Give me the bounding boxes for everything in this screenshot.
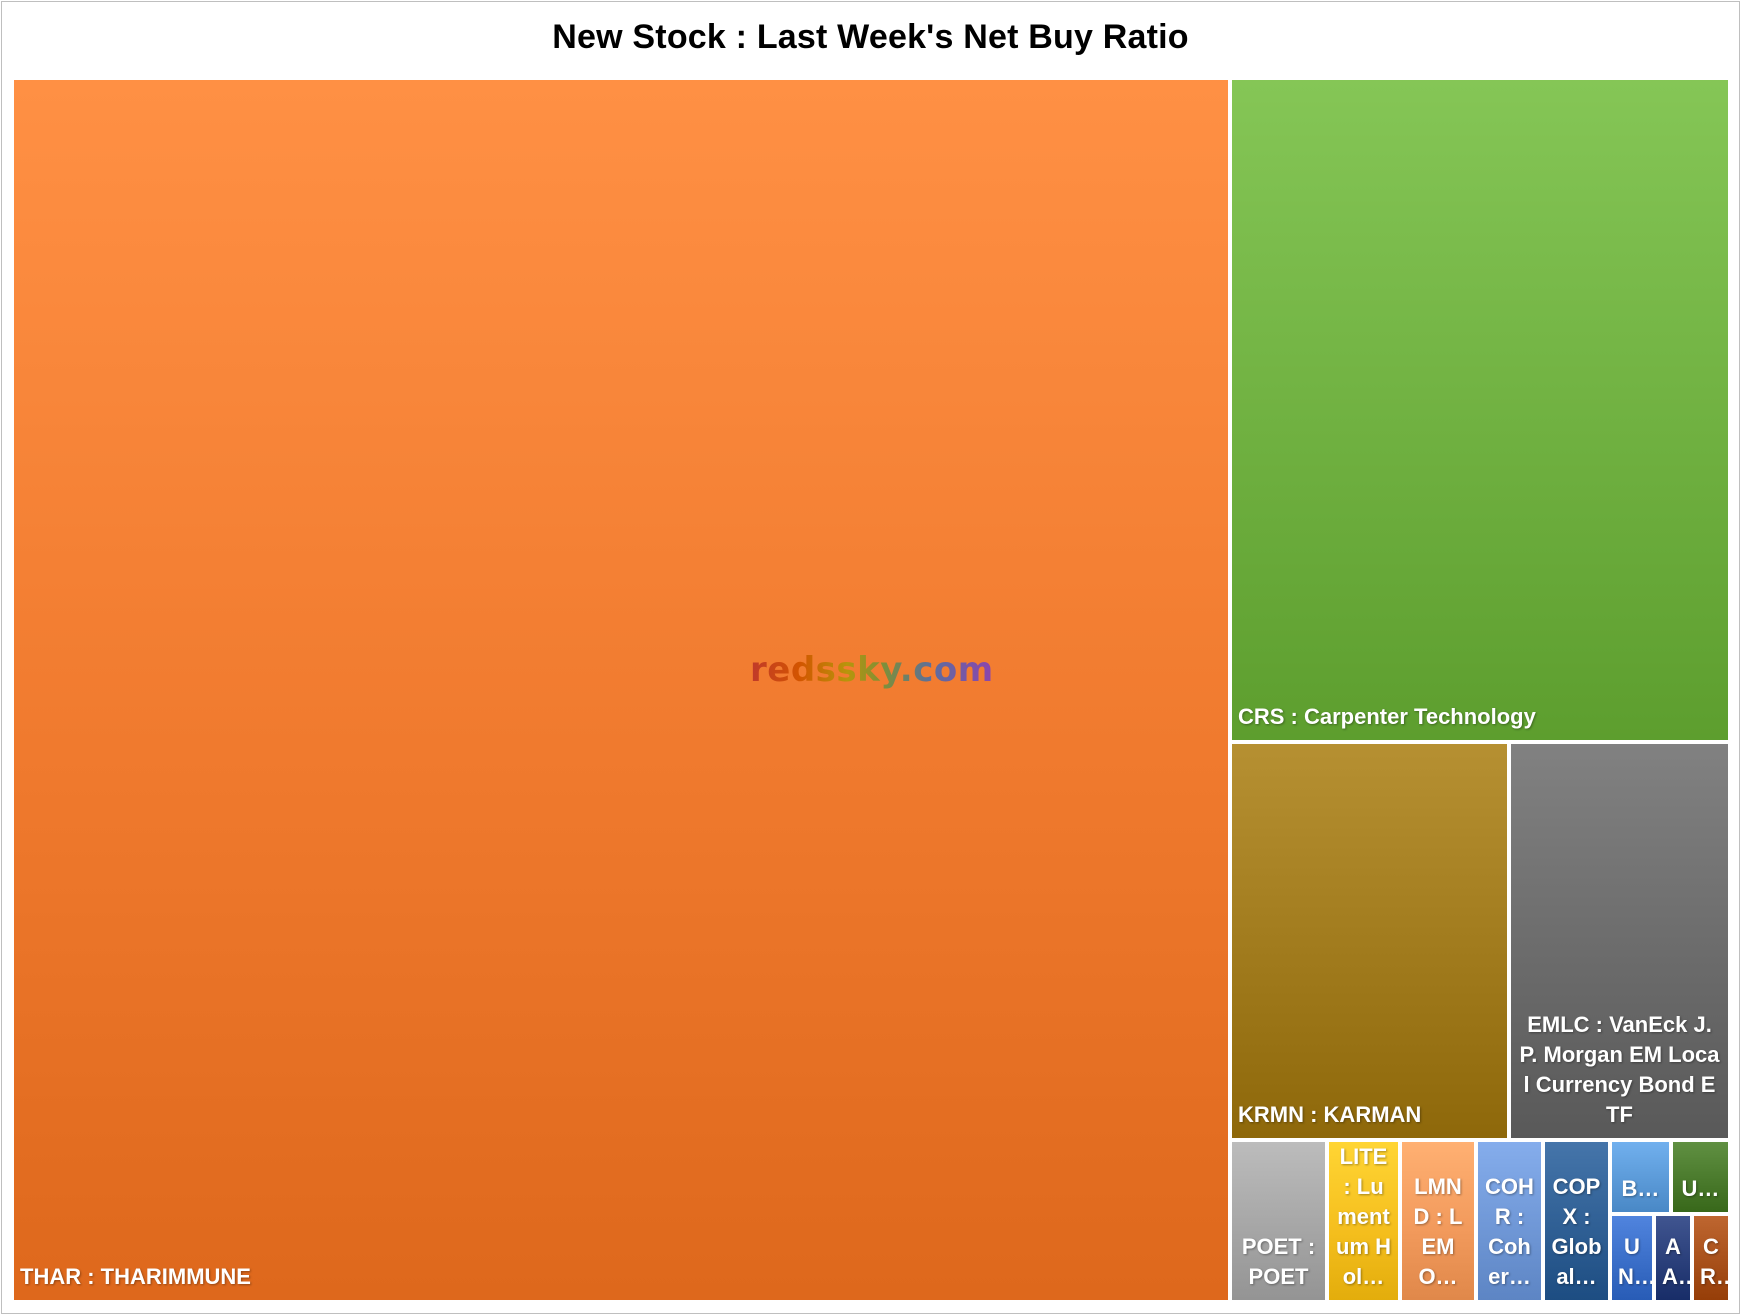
watermark-text: redssky.com: [750, 650, 994, 690]
treemap-tile: LMND : LEMO…: [1400, 1140, 1476, 1302]
treemap-tile-label: COPX : Global…: [1551, 1174, 1602, 1289]
treemap-tile: COHR : Coher…: [1476, 1140, 1543, 1302]
treemap-tile-label: CRS : Carpenter Technology: [1238, 704, 1536, 729]
treemap-tile: CRS : Carpenter Technology: [1230, 78, 1730, 742]
treemap-tile: B…: [1610, 1140, 1671, 1214]
treemap-tile: AA…: [1654, 1214, 1692, 1302]
treemap-tile-label: EMLC : VanEck J.P. Morgan EM Local Curre…: [1519, 1012, 1720, 1127]
treemap-tile: LITE : Lumentum Hol…: [1327, 1140, 1400, 1302]
treemap-tile-label: CR…: [1700, 1234, 1728, 1289]
treemap-tile: COPX : Global…: [1543, 1140, 1610, 1302]
treemap-tile: THAR : THARIMMUNE: [12, 78, 1230, 1302]
treemap-tile: KRMN : KARMAN: [1230, 742, 1509, 1140]
treemap-tile-label: KRMN : KARMAN: [1238, 1102, 1422, 1127]
treemap-tile: POET : POET: [1230, 1140, 1327, 1302]
treemap-tile: CR…: [1692, 1214, 1730, 1302]
chart-title: New Stock : Last Week's Net Buy Ratio: [552, 18, 1189, 56]
treemap-tile: U…: [1671, 1140, 1730, 1214]
treemap-tile-label: U…: [1681, 1176, 1720, 1201]
treemap-tile-label: THAR : THARIMMUNE: [20, 1264, 251, 1289]
treemap-tile-label: B…: [1621, 1176, 1660, 1201]
treemap-tile-label: LMND : LEMO…: [1413, 1174, 1463, 1289]
treemap-tile-label: AA…: [1662, 1234, 1690, 1289]
treemap-tile: EMLC : VanEck J.P. Morgan EM Local Curre…: [1509, 742, 1730, 1140]
treemap-tile: UN…: [1610, 1214, 1654, 1302]
treemap-tile-label: POET : POET: [1241, 1234, 1316, 1289]
treemap-tile-label: COHR : Coher…: [1485, 1174, 1534, 1289]
treemap-tile-label: UN…: [1618, 1234, 1654, 1289]
treemap-tile-label: LITE : Lumentum Hol…: [1336, 1144, 1391, 1289]
